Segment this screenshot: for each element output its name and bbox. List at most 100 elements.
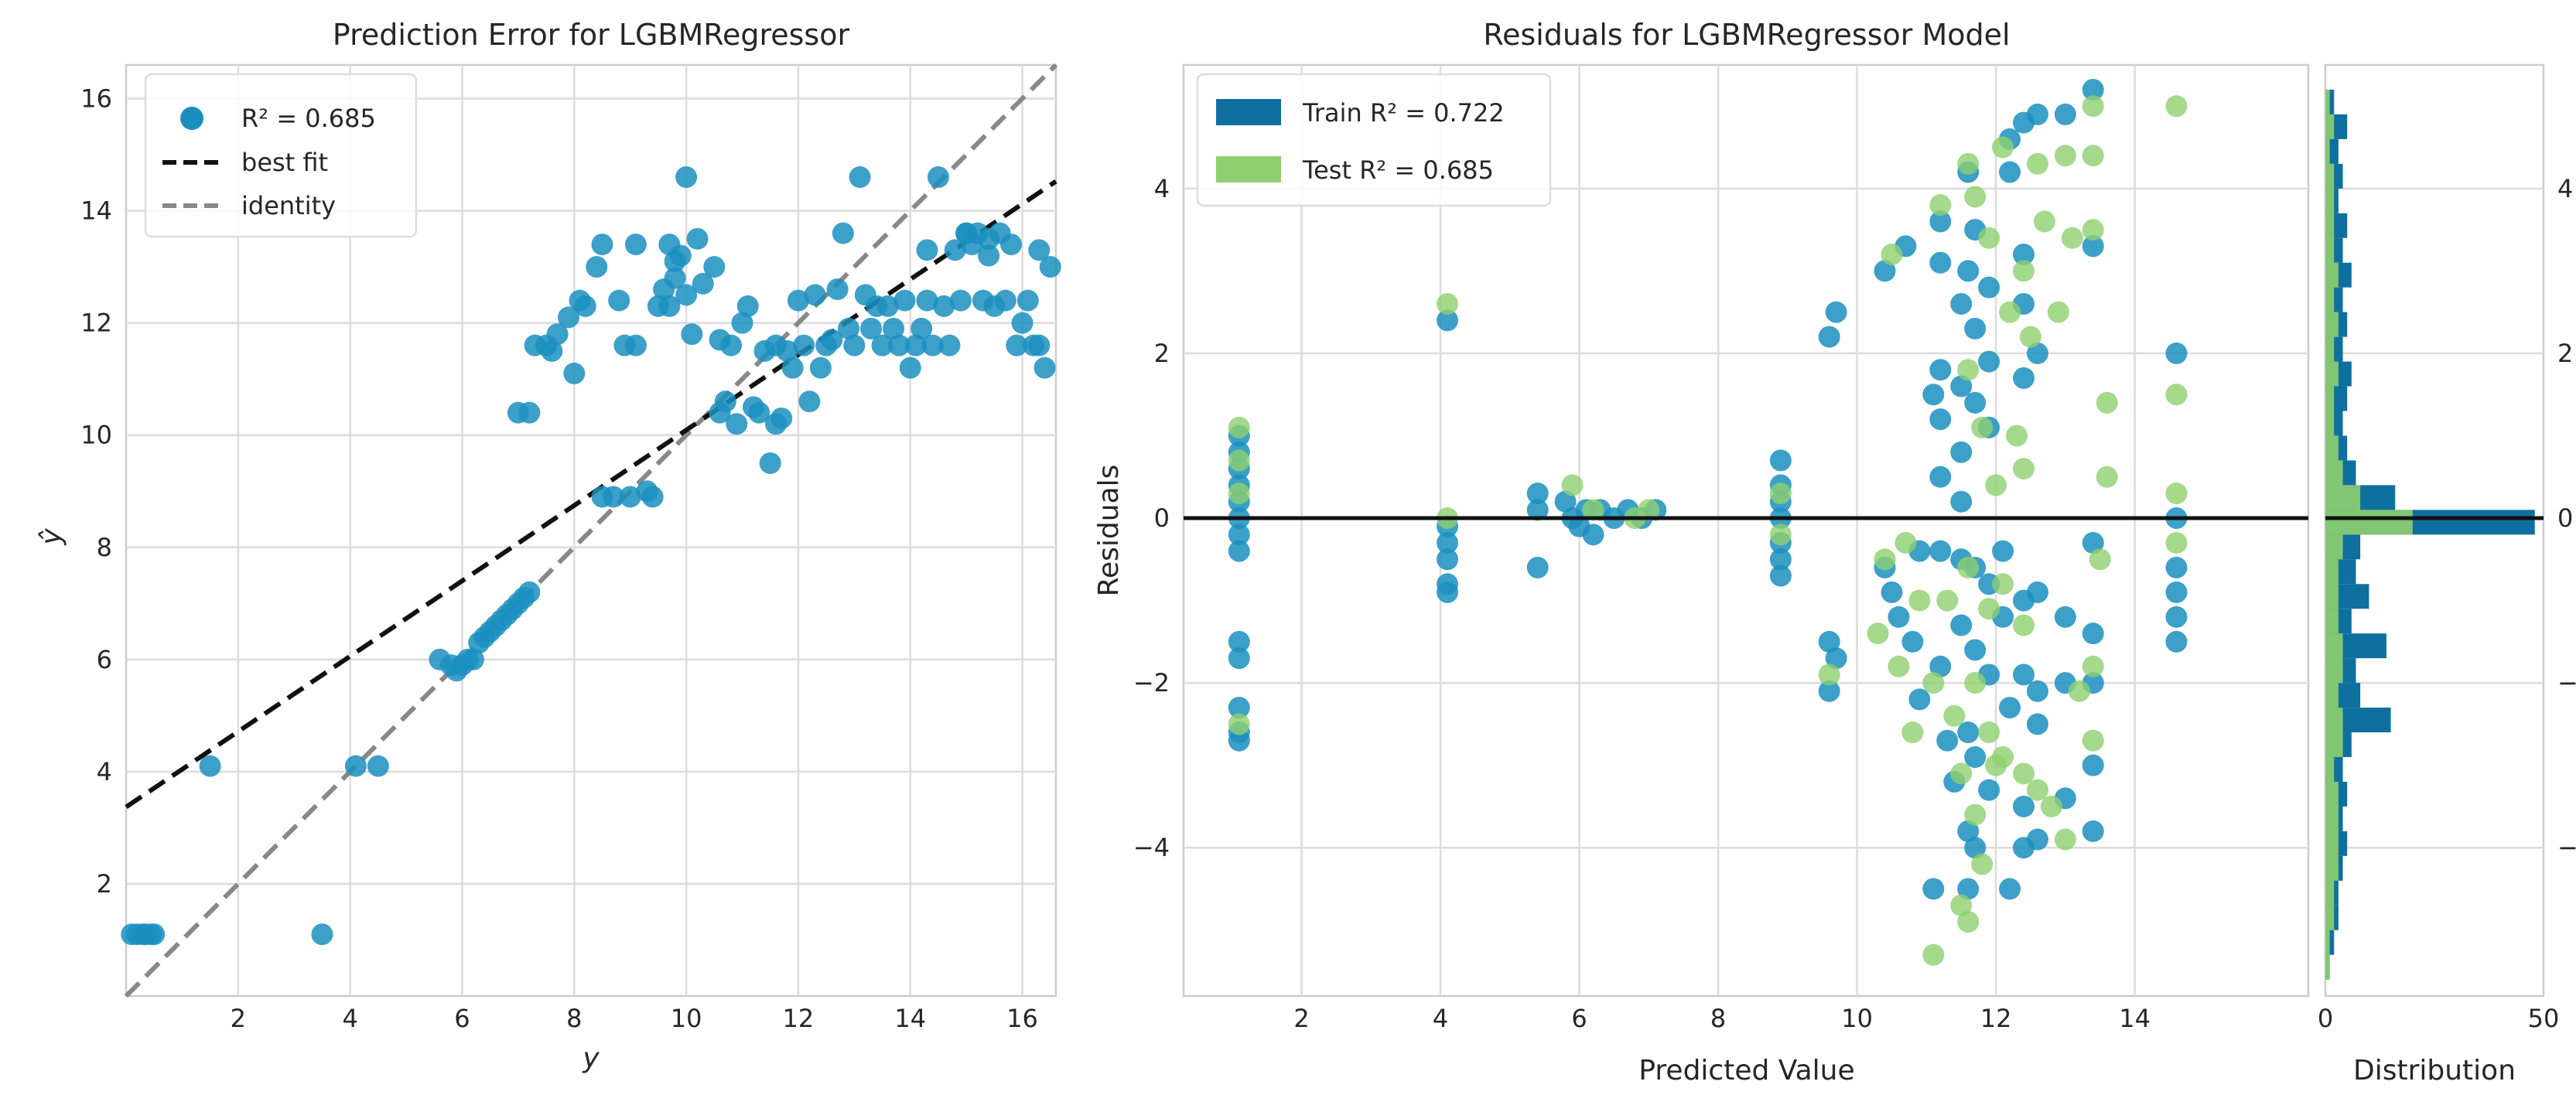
test-point bbox=[1881, 244, 1903, 266]
prediction-error-x-ticks: 2 4 6 8 10 12 14 16 bbox=[231, 1004, 1038, 1033]
prediction-error-points bbox=[121, 166, 1061, 946]
test-point bbox=[2006, 425, 2028, 447]
test-point bbox=[1867, 623, 1889, 645]
train-point bbox=[1228, 697, 1250, 719]
residuals-y-ticks: −4 −2 0 2 4 bbox=[1133, 174, 1170, 862]
data-point bbox=[838, 317, 860, 339]
data-point bbox=[1000, 234, 1023, 256]
data-point bbox=[888, 334, 910, 356]
legend-label-train: Train R² = 0.722 bbox=[1302, 98, 1505, 128]
test-bar bbox=[2325, 930, 2330, 955]
test-point bbox=[1437, 292, 1459, 315]
test-point bbox=[2013, 614, 2035, 636]
residuals-y-label: Residuals bbox=[1093, 465, 1125, 597]
test-point bbox=[1971, 416, 1993, 438]
data-point bbox=[860, 317, 883, 339]
train-point bbox=[1929, 655, 1952, 677]
prediction-error-y-label: ŷ bbox=[36, 528, 67, 546]
train-point bbox=[1964, 317, 1987, 339]
train-point bbox=[1825, 301, 1847, 323]
test-point bbox=[1561, 474, 1584, 496]
train-point bbox=[1437, 548, 1459, 571]
x-tick-label: 12 bbox=[783, 1004, 815, 1033]
test-point bbox=[1888, 655, 1910, 677]
test-point bbox=[1978, 598, 2000, 620]
legend-label-r2: R² = 0.685 bbox=[241, 104, 376, 133]
test-bar bbox=[2325, 188, 2335, 213]
data-point bbox=[893, 289, 916, 312]
data-point bbox=[843, 334, 866, 356]
data-point bbox=[938, 334, 961, 356]
x-tick-label: 14 bbox=[2119, 1004, 2151, 1033]
test-point bbox=[2013, 260, 2035, 282]
train-point bbox=[1228, 540, 1250, 562]
data-point bbox=[994, 289, 1016, 312]
data-point bbox=[821, 329, 843, 351]
test-point bbox=[1957, 911, 1980, 933]
train-point bbox=[2054, 103, 2076, 125]
train-point bbox=[2082, 754, 2104, 776]
train-point bbox=[1929, 540, 1952, 562]
train-point bbox=[1881, 581, 1903, 603]
test-point bbox=[2089, 548, 2111, 571]
data-point bbox=[978, 227, 1000, 250]
test-bar bbox=[2325, 114, 2335, 139]
data-point bbox=[720, 334, 743, 356]
train-point bbox=[1978, 350, 2000, 373]
train-point bbox=[1526, 499, 1549, 521]
data-point bbox=[641, 486, 664, 508]
y-tick-label: 4 bbox=[97, 757, 112, 786]
test-point bbox=[2068, 680, 2090, 702]
prediction-error-reference-lines bbox=[124, 63, 1058, 998]
test-point bbox=[1936, 589, 1959, 612]
y-tick-label: 10 bbox=[80, 421, 112, 450]
identity-line bbox=[124, 63, 1058, 998]
train-point bbox=[1964, 639, 1987, 661]
distribution-panel: 0 50 −4 −2 0 2 4 Distribution bbox=[2318, 63, 2576, 1086]
test-point bbox=[1929, 194, 1952, 217]
train-point bbox=[2082, 78, 2104, 101]
y-tick-label: −2 bbox=[2557, 668, 2576, 698]
data-point bbox=[793, 334, 815, 356]
legend-marker-points bbox=[180, 107, 203, 130]
test-point bbox=[1964, 803, 1987, 826]
data-point bbox=[781, 356, 804, 379]
train-point bbox=[1437, 581, 1459, 603]
data-point bbox=[586, 256, 608, 278]
train-point bbox=[1818, 680, 1840, 702]
x-tick-label: 4 bbox=[342, 1004, 357, 1033]
train-point bbox=[1978, 276, 2000, 298]
residuals-x-ticks: 2 4 6 8 10 12 14 bbox=[1293, 1004, 2151, 1033]
train-point bbox=[1228, 524, 1250, 546]
data-point bbox=[658, 295, 681, 317]
data-point bbox=[664, 267, 686, 289]
prediction-error-y-ticks: 2 4 6 8 10 12 14 16 bbox=[80, 84, 112, 899]
test-bar bbox=[2325, 336, 2335, 362]
train-point bbox=[2082, 531, 2104, 554]
train-point bbox=[1950, 292, 1973, 315]
test-bar bbox=[2325, 880, 2335, 906]
y-tick-label: −4 bbox=[1133, 833, 1170, 862]
y-tick-label: 2 bbox=[97, 869, 112, 899]
train-point bbox=[1874, 260, 1896, 282]
test-bar bbox=[2325, 213, 2335, 238]
test-point bbox=[2165, 384, 2188, 406]
data-point bbox=[849, 166, 871, 189]
train-point bbox=[1929, 408, 1952, 431]
test-point bbox=[1638, 499, 1660, 521]
test-bar bbox=[2325, 806, 2339, 831]
data-point bbox=[624, 334, 647, 356]
train-point bbox=[1950, 490, 1973, 513]
train-point bbox=[1818, 326, 1840, 348]
train-point bbox=[1437, 531, 1459, 554]
test-bar bbox=[2325, 287, 2335, 312]
data-point bbox=[759, 452, 781, 474]
test-point bbox=[1769, 483, 1792, 505]
train-point bbox=[1957, 721, 1980, 744]
train-point bbox=[1228, 647, 1250, 670]
test-point bbox=[1992, 136, 2014, 159]
test-point bbox=[1228, 713, 1250, 735]
residuals-points bbox=[1228, 78, 2188, 966]
x-tick-label: 10 bbox=[1841, 1004, 1873, 1033]
test-bar bbox=[2325, 312, 2339, 337]
